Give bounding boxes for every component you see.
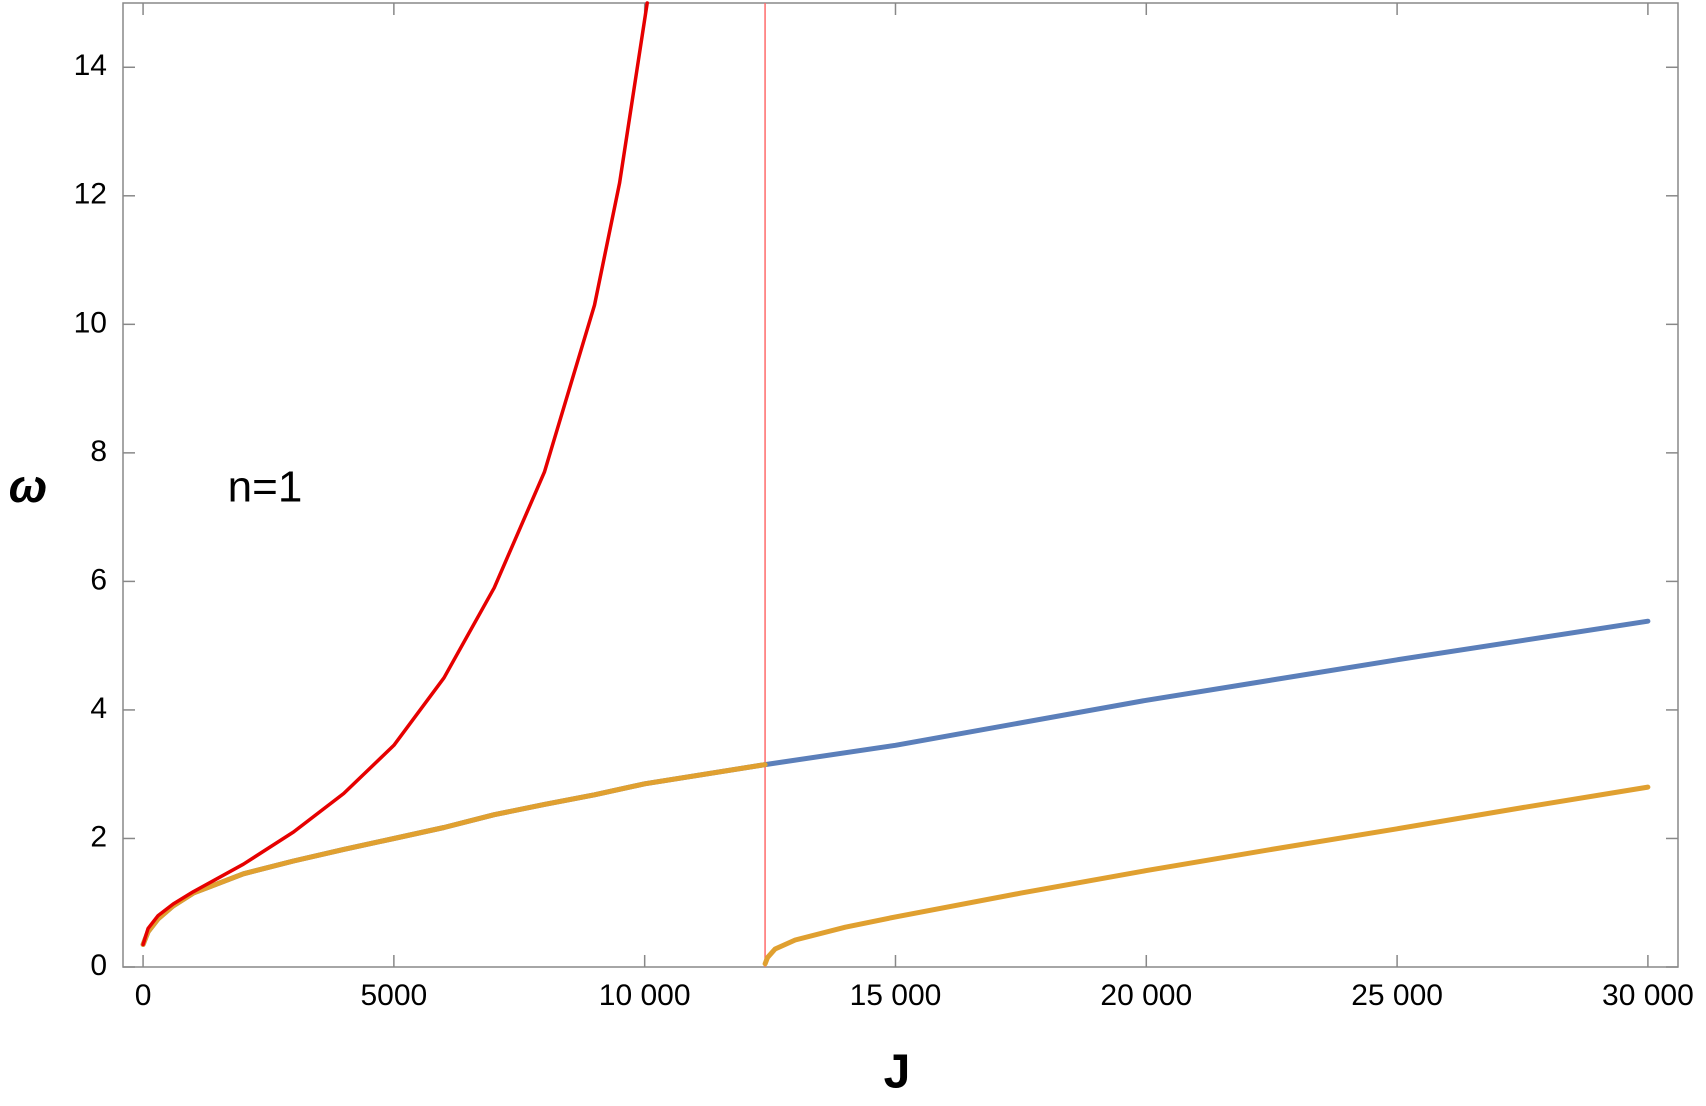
plot-frame (122, 2, 1679, 968)
y-tick-label: 12 (74, 178, 107, 211)
data-line (141, 1, 649, 947)
annotation: n=1 (228, 463, 303, 512)
y-tick-label: 4 (90, 692, 107, 725)
x-tick-label: 15 000 (850, 979, 942, 1012)
y-axis-label: ω (9, 460, 47, 512)
data-line (140, 762, 1651, 967)
x-axis-label: J (884, 1046, 911, 1099)
x-tick-label: 20 000 (1100, 979, 1192, 1012)
y-tick-label: 14 (74, 49, 107, 82)
y-tick-label: 10 (74, 306, 107, 339)
x-tick-label: 0 (135, 979, 152, 1012)
x-tick-label: 5000 (360, 979, 427, 1012)
y-tick-label: 2 (90, 820, 107, 853)
x-tick-label: 10 000 (599, 979, 691, 1012)
y-tick-label: 0 (90, 949, 107, 982)
x-tick-label: 25 000 (1351, 979, 1443, 1012)
x-tick-label: 30 000 (1602, 979, 1694, 1012)
y-tick-label: 8 (90, 435, 107, 468)
y-tick-label: 6 (90, 563, 107, 596)
data-line (140, 618, 1651, 947)
